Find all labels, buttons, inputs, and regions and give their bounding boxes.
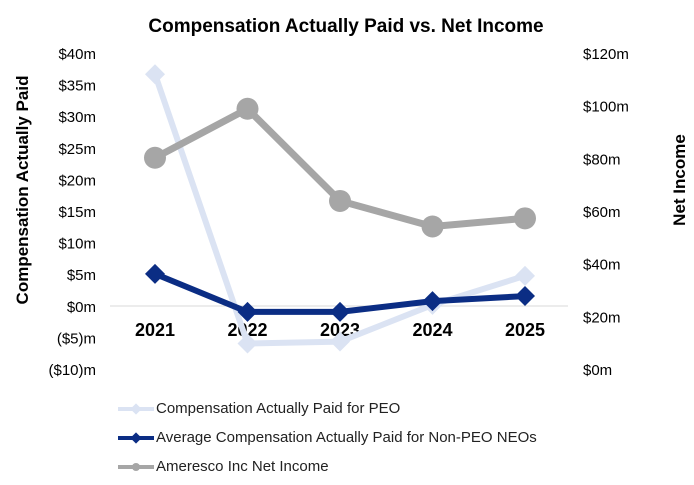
legend-item-non-peo[interactable]: Average Compensation Actually Paid for N… xyxy=(118,423,537,452)
x-tick-label: 2025 xyxy=(505,320,545,340)
x-tick-label: 2021 xyxy=(135,320,175,340)
left-tick-label: $0m xyxy=(67,299,96,316)
data-point-net-income[interactable] xyxy=(236,97,259,120)
right-tick-label: $40m xyxy=(583,257,621,274)
left-tick-label: $40m xyxy=(58,46,96,63)
left-axis-ticks: $40m $35m $30m $25m $20m $15m $10m $5m $0m ($5)m (… xyxy=(48,46,96,379)
right-tick-label: $20m xyxy=(583,309,621,326)
legend-swatch-peo xyxy=(118,402,154,416)
legend-item-net-income[interactable]: Ameresco Inc Net Income xyxy=(118,452,537,481)
data-point-non-peo[interactable] xyxy=(422,291,443,312)
right-tick-label: $0m xyxy=(583,362,612,379)
data-point-non-peo[interactable] xyxy=(515,286,535,307)
series-non-peo xyxy=(145,263,535,322)
x-tick-label: 2022 xyxy=(227,320,267,340)
right-tick-label: $100m xyxy=(583,99,629,116)
legend-swatch-net-income xyxy=(118,460,154,474)
left-tick-label: ($5)m xyxy=(57,330,96,347)
right-axis-title: Net Income xyxy=(670,134,689,226)
chart-title: Compensation Actually Paid vs. Net Incom… xyxy=(148,16,543,37)
data-point-peo[interactable] xyxy=(330,331,350,352)
left-tick-label: $15m xyxy=(58,204,96,221)
right-axis-ticks: $120m $100m $80m $60m $40m $20m $0m xyxy=(583,46,629,379)
series-layer xyxy=(144,64,536,354)
legend: Compensation Actually Paid for PEO Avera… xyxy=(118,394,537,481)
legend-item-peo[interactable]: Compensation Actually Paid for PEO xyxy=(118,394,537,423)
left-tick-label: $5m xyxy=(67,267,96,284)
left-tick-label: $20m xyxy=(58,172,96,189)
data-point-peo[interactable] xyxy=(515,265,535,286)
right-tick-label: $80m xyxy=(583,151,621,168)
data-point-net-income[interactable] xyxy=(421,215,444,238)
left-tick-label: $10m xyxy=(58,236,96,253)
legend-label-net-income: Ameresco Inc Net Income xyxy=(156,458,329,475)
data-point-peo[interactable] xyxy=(237,333,258,354)
data-point-non-peo[interactable] xyxy=(145,263,165,284)
legend-label-peo: Compensation Actually Paid for PEO xyxy=(156,400,401,417)
data-point-non-peo[interactable] xyxy=(330,301,350,322)
series-net-income xyxy=(144,97,536,238)
left-tick-label: $30m xyxy=(58,109,96,126)
left-axis-title: Compensation Actually Paid xyxy=(13,76,32,305)
data-point-peo[interactable] xyxy=(145,64,165,85)
legend-label-non-peo: Average Compensation Actually Paid for N… xyxy=(156,429,537,446)
data-point-net-income[interactable] xyxy=(514,207,536,230)
left-tick-label: ($10)m xyxy=(48,362,96,379)
right-tick-label: $60m xyxy=(583,204,621,221)
left-tick-label: $25m xyxy=(58,141,96,158)
legend-swatch-non-peo xyxy=(118,431,154,445)
data-point-non-peo[interactable] xyxy=(237,301,258,322)
data-point-net-income[interactable] xyxy=(144,146,166,169)
data-point-net-income[interactable] xyxy=(329,189,351,212)
x-tick-label: 2024 xyxy=(412,320,452,340)
right-tick-label: $120m xyxy=(583,46,629,63)
left-tick-label: $35m xyxy=(58,78,96,95)
